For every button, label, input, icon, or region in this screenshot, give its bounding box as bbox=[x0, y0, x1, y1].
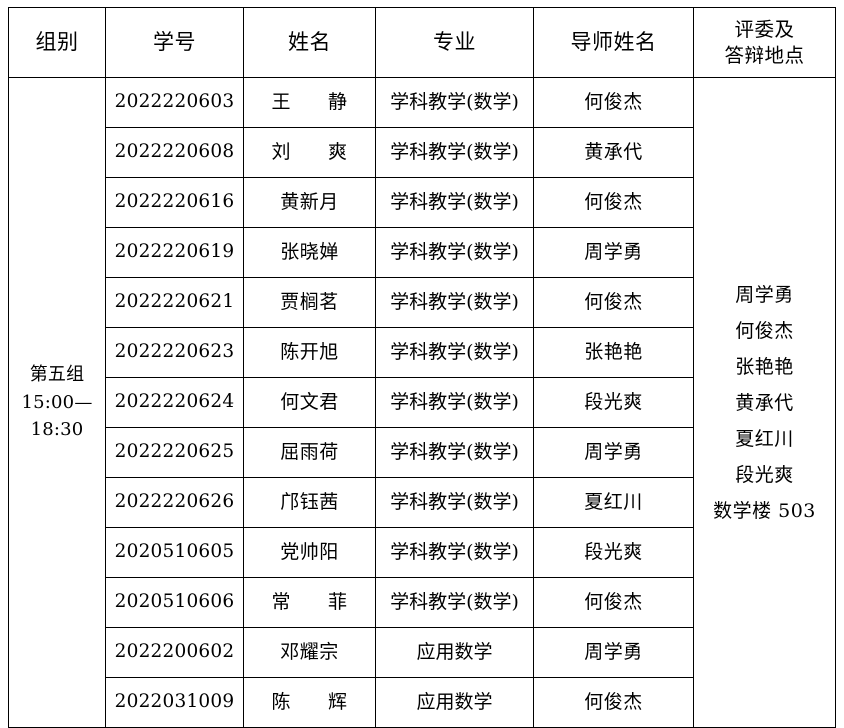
student-id-cell: 2022220623 bbox=[105, 327, 244, 378]
student-name-cell: 党帅阳 bbox=[243, 527, 376, 578]
header-panel-venue-line2: 答辩地点 bbox=[724, 43, 805, 67]
student-name-text: 常 菲 bbox=[271, 591, 348, 614]
header-student-id: 学号 bbox=[105, 7, 244, 78]
advisor-cell: 黄承代 bbox=[533, 127, 694, 178]
panel-stack: 周学勇何俊杰张艳艳黄承代夏红川段光爽数学楼 503 bbox=[694, 277, 835, 529]
major-cell: 学科教学(数学) bbox=[375, 327, 534, 378]
major-cell: 学科教学(数学) bbox=[375, 277, 534, 328]
student-name-cell: 刘 爽 bbox=[243, 127, 376, 178]
student-id-cell: 2022200602 bbox=[105, 627, 244, 678]
student-name-text: 陈 辉 bbox=[271, 691, 348, 714]
advisor-cell: 夏红川 bbox=[533, 477, 694, 528]
student-name-cell: 邓耀宗 bbox=[243, 627, 376, 678]
student-name-cell: 何文君 bbox=[243, 377, 376, 428]
major-cell: 应用数学 bbox=[375, 677, 534, 728]
venue-text: 数学楼 503 bbox=[713, 499, 816, 522]
major-cell: 学科教学(数学) bbox=[375, 77, 534, 128]
student-id-cell: 2022220626 bbox=[105, 477, 244, 528]
student-name-cell: 陈 辉 bbox=[243, 677, 376, 728]
student-name-cell: 王 静 bbox=[243, 77, 376, 128]
major-cell: 学科教学(数学) bbox=[375, 477, 534, 528]
student-name-text: 王 静 bbox=[271, 91, 348, 114]
header-panel-venue: 评委及 答辩地点 bbox=[693, 7, 836, 78]
header-major: 专业 bbox=[375, 7, 534, 78]
student-id-cell: 2022220624 bbox=[105, 377, 244, 428]
table-row: 2022031009 陈 辉 应用数学 何俊杰 bbox=[9, 677, 836, 728]
header-advisor: 导师姓名 bbox=[533, 7, 694, 78]
student-id-cell: 2022220625 bbox=[105, 427, 244, 478]
header-panel-venue-line1: 评委及 bbox=[734, 18, 795, 42]
advisor-cell: 何俊杰 bbox=[533, 77, 694, 128]
major-cell: 学科教学(数学) bbox=[375, 427, 534, 478]
table-row: 2022220608 刘 爽 学科教学(数学) 黄承代 bbox=[9, 127, 836, 178]
student-name-cell: 贾榈茗 bbox=[243, 277, 376, 328]
group-cell: 第五组 15:00— 18:30 bbox=[8, 77, 106, 728]
table-row: 2022220624 何文君 学科教学(数学) 段光爽 bbox=[9, 377, 836, 428]
table-header: 组别 学号 姓名 专业 导师姓名 评委及 答辩地点 bbox=[8, 7, 836, 78]
table-row: 2022200602 邓耀宗 应用数学 周学勇 bbox=[9, 627, 836, 678]
panel-venue-cell: 周学勇何俊杰张艳艳黄承代夏红川段光爽数学楼 503 bbox=[693, 77, 836, 728]
student-id-cell: 2020510605 bbox=[105, 527, 244, 578]
student-id-cell: 2022220621 bbox=[105, 277, 244, 328]
student-name-cell: 常 菲 bbox=[243, 577, 376, 628]
group-line-3: 18:30 bbox=[30, 419, 84, 441]
panel-member: 黄承代 bbox=[735, 391, 794, 414]
advisor-cell: 何俊杰 bbox=[533, 677, 694, 728]
major-cell: 学科教学(数学) bbox=[375, 177, 534, 228]
advisor-cell: 何俊杰 bbox=[533, 577, 694, 628]
defense-schedule-table: 组别 学号 姓名 专业 导师姓名 评委及 答辩地点 第五组 15:00— 18:30… bbox=[8, 7, 836, 728]
student-name-cell: 屈雨荷 bbox=[243, 427, 376, 478]
student-name-text: 刘 爽 bbox=[271, 141, 348, 164]
header-row: 组别 学号 姓名 专业 导师姓名 评委及 答辩地点 bbox=[8, 7, 836, 78]
student-name-cell: 邝钰茜 bbox=[243, 477, 376, 528]
advisor-cell: 何俊杰 bbox=[533, 177, 694, 228]
table-row: 2022220625 屈雨荷 学科教学(数学) 周学勇 bbox=[9, 427, 836, 478]
student-id-cell: 2020510606 bbox=[105, 577, 244, 628]
table-row: 第五组 15:00— 18:30 2022220603 王 静学科教学(数学) 何俊杰 周学… bbox=[8, 77, 836, 728]
panel-member: 张艳艳 bbox=[735, 355, 794, 378]
group-line-2: 15:00— bbox=[21, 391, 93, 413]
advisor-cell: 何俊杰 bbox=[533, 277, 694, 328]
student-name-cell: 陈开旭 bbox=[243, 327, 376, 378]
table-row: 2022220621 贾榈茗 学科教学(数学) 何俊杰 bbox=[9, 277, 836, 328]
student-id-cell: 2022220608 bbox=[105, 127, 244, 178]
advisor-cell: 段光爽 bbox=[533, 377, 694, 428]
panel-member: 段光爽 bbox=[735, 463, 794, 486]
major-cell: 应用数学 bbox=[375, 627, 534, 678]
table-row: 2022220619 张晓婵 学科教学(数学) 周学勇 bbox=[9, 227, 836, 278]
major-cell: 学科教学(数学) bbox=[375, 227, 534, 278]
major-cell: 学科教学(数学) bbox=[375, 377, 534, 428]
major-cell: 学科教学(数学) bbox=[375, 127, 534, 178]
header-group: 组别 bbox=[8, 7, 106, 78]
advisor-cell: 张艳艳 bbox=[533, 327, 694, 378]
panel-member: 夏红川 bbox=[735, 427, 794, 450]
header-name: 姓名 bbox=[243, 7, 376, 78]
advisor-cell: 段光爽 bbox=[533, 527, 694, 578]
major-cell: 学科教学(数学) bbox=[375, 527, 534, 578]
table-row: 2022220616 黄新月 学科教学(数学) 何俊杰 bbox=[9, 177, 836, 228]
student-id-cell: 2022220616 bbox=[105, 177, 244, 228]
advisor-cell: 周学勇 bbox=[533, 227, 694, 278]
student-id-cell: 2022031009 bbox=[105, 677, 244, 728]
student-id-cell: 2022220619 bbox=[105, 227, 244, 278]
table-row: 2022220623 陈开旭 学科教学(数学) 张艳艳 bbox=[9, 327, 836, 378]
table-row: 2022220626 邝钰茜 学科教学(数学) 夏红川 bbox=[9, 477, 836, 528]
table-body: 第五组 15:00— 18:30 2022220603 王 静学科教学(数学) 何俊杰 周学… bbox=[8, 77, 836, 728]
major-cell: 学科教学(数学) bbox=[375, 577, 534, 628]
panel-member: 周学勇 bbox=[735, 283, 794, 306]
panel-member: 何俊杰 bbox=[735, 319, 794, 342]
advisor-cell: 周学勇 bbox=[533, 627, 694, 678]
student-name-cell: 张晓婵 bbox=[243, 227, 376, 278]
advisor-cell: 周学勇 bbox=[533, 427, 694, 478]
student-name-cell: 黄新月 bbox=[243, 177, 376, 228]
student-id-cell: 2022220603 bbox=[105, 77, 244, 128]
group-line-1: 第五组 bbox=[29, 364, 85, 386]
